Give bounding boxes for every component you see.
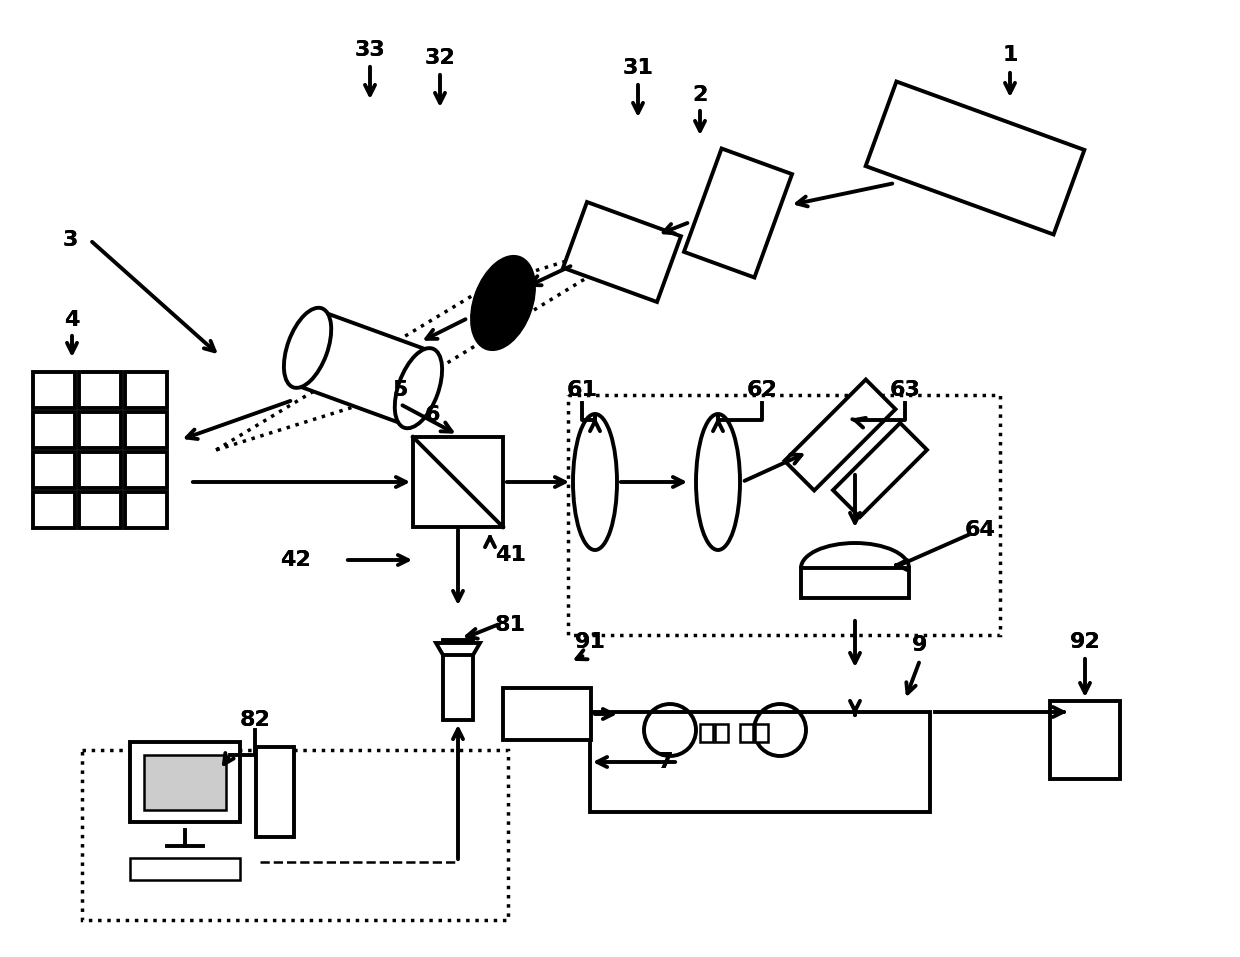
Text: 33: 33 [355,40,386,60]
Text: 9: 9 [913,635,928,655]
Text: 64: 64 [965,520,996,540]
Bar [130,742,241,822]
Bar [144,754,226,810]
Text: 9: 9 [913,635,928,655]
Text: 3: 3 [62,230,78,250]
Ellipse shape [284,308,331,388]
Bar [33,452,74,488]
Text: 32: 32 [424,48,455,68]
Text: 82: 82 [239,710,270,730]
Text: 31: 31 [622,58,653,78]
Text: 63: 63 [889,380,920,400]
Text: 4: 4 [64,310,79,330]
Text: 2: 2 [692,85,708,105]
Bar [866,81,1084,234]
Text: 92: 92 [1070,632,1100,652]
Text: 62: 62 [746,380,777,400]
Text: 33: 33 [355,40,386,60]
Ellipse shape [472,256,534,349]
Bar [833,423,928,517]
Bar [130,858,241,880]
Text: 5: 5 [392,380,408,400]
Bar [125,492,167,528]
Bar [33,372,74,408]
Bar [701,724,713,742]
Text: 64: 64 [965,520,996,540]
Bar [755,724,768,742]
Text: 82: 82 [239,710,270,730]
Bar [443,640,472,720]
Bar [715,724,728,742]
Text: 5: 5 [392,380,408,400]
Bar [785,380,895,491]
Text: 6: 6 [424,405,440,425]
Text: 61: 61 [567,380,598,400]
Text: 81: 81 [495,615,526,635]
Text: 2: 2 [692,85,708,105]
Ellipse shape [696,414,740,550]
Text: 61: 61 [567,380,598,400]
Bar [255,747,294,837]
Text: 3: 3 [62,230,78,250]
Text: 91: 91 [574,632,605,652]
Text: 62: 62 [746,380,777,400]
Bar [801,568,909,598]
Text: 42: 42 [280,550,310,570]
Text: 42: 42 [280,550,310,570]
Bar [590,712,930,812]
Bar [33,412,74,448]
Bar [79,412,122,448]
Polygon shape [436,643,480,655]
Bar [503,688,591,740]
Text: 92: 92 [1070,632,1100,652]
Bar [125,452,167,488]
Ellipse shape [573,414,618,550]
Text: 81: 81 [495,615,526,635]
Text: 32: 32 [424,48,455,68]
Bar [33,492,74,528]
Text: 31: 31 [622,58,653,78]
Text: 7: 7 [657,752,673,772]
Text: 7: 7 [657,752,673,772]
Bar [79,492,122,528]
Text: 91: 91 [574,632,605,652]
Text: 1: 1 [1002,45,1018,65]
Text: 1: 1 [1002,45,1018,65]
Text: 41: 41 [495,545,526,565]
Bar [684,148,792,278]
Bar [413,437,503,527]
Text: 41: 41 [495,545,526,565]
Bar [79,452,122,488]
Bar [125,412,167,448]
Text: 63: 63 [889,380,920,400]
Bar [1050,701,1120,779]
Bar [294,311,432,425]
Bar [125,372,167,408]
Bar [563,202,681,302]
Text: 6: 6 [424,405,440,425]
Ellipse shape [394,348,443,428]
Text: 4: 4 [64,310,79,330]
Bar [740,724,753,742]
Bar [79,372,122,408]
